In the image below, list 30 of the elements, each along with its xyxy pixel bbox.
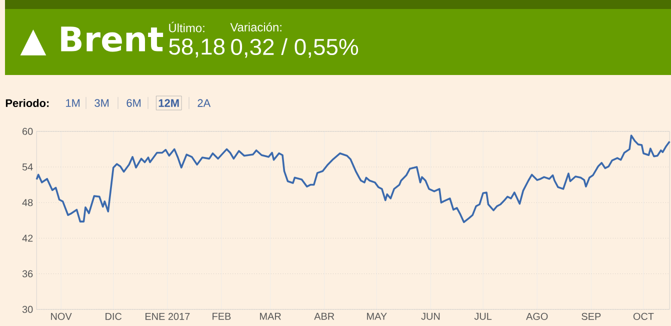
x-tick-label: SEP: [582, 312, 601, 320]
x-tick-label: ENE 2017: [146, 312, 190, 320]
text: 1M: [66, 99, 80, 107]
text: Último:: [169, 22, 204, 32]
y-tick-label: 60: [22, 128, 33, 135]
y-tick-label: 54: [22, 164, 33, 170]
x-tick-label: AGO: [526, 312, 548, 320]
x-tick-label: JUN: [421, 312, 440, 320]
text: 0,32 / 0,55%: [231, 38, 358, 58]
x-tick-label: OCT: [633, 312, 654, 320]
y-tick-label: 42: [22, 234, 33, 242]
x-tick-label: FEB: [212, 312, 231, 320]
x-tick-label: ABR: [314, 312, 334, 320]
text: 3M: [94, 99, 109, 107]
text: Variación:: [230, 22, 282, 32]
x-tick-label: MAY: [367, 312, 387, 320]
chart-title: ▲ Brent: [20, 26, 164, 56]
y-tick-label: 36: [22, 270, 33, 278]
x-tick-label: MAR: [260, 312, 281, 320]
text: 6M: [126, 99, 141, 107]
x-tick-label: NOV: [51, 312, 72, 320]
y-tick-label: 30: [22, 306, 33, 313]
text: Periodo:: [6, 98, 49, 108]
text: 2A: [198, 99, 211, 107]
line-series: [36, 134, 671, 224]
text: 12M: [158, 99, 179, 107]
text: 58,18: [169, 38, 225, 58]
y-tick-label: 48: [22, 199, 33, 206]
x-tick-label: DIC: [106, 312, 122, 320]
x-tick-label: JUL: [474, 312, 492, 320]
